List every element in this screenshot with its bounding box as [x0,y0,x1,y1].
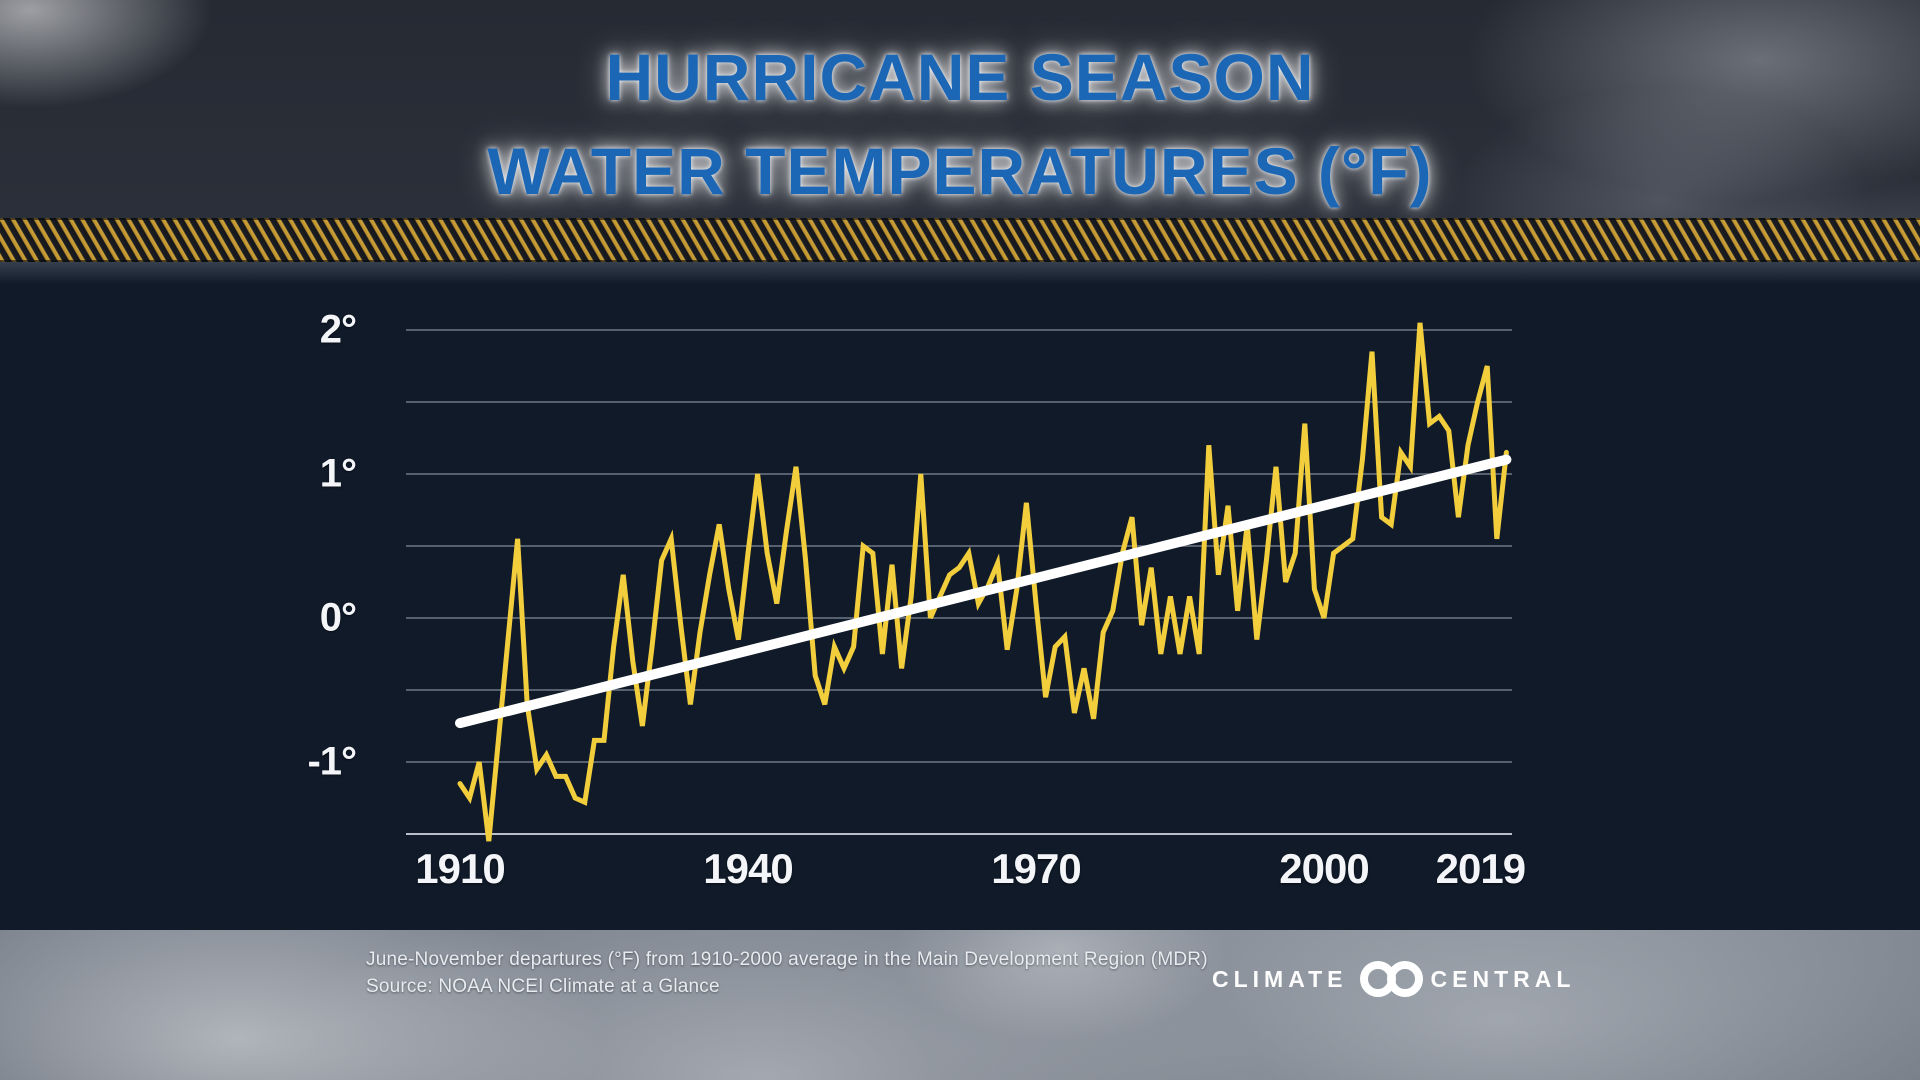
title-line-1: HURRICANE SEASON [605,40,1315,114]
page-title: HURRICANE SEASON WATER TEMPERATURES (°F) [0,30,1920,218]
x-axis-label: 2019 [1435,845,1526,892]
climate-central-logo: CLIMATE CENTRAL [1212,956,1575,1002]
hazard-stripe-divider [0,218,1920,262]
logo-word-climate: CLIMATE [1212,965,1348,992]
logo-word-central: CENTRAL [1430,965,1576,992]
x-axis-label: 1970 [991,845,1081,892]
y-axis-label: -1° [307,739,357,784]
x-axis-label: 1910 [415,845,505,892]
y-axis-label: 2° [319,307,357,352]
trend-line [455,454,1512,729]
footer-note: June-November departures (°F) from 1910-… [366,946,1208,1000]
y-axis-label: 1° [319,451,357,496]
temperature-line [457,322,1509,842]
title-line-2: WATER TEMPERATURES (°F) [487,134,1433,208]
footer-note-line-1: June-November departures (°F) from 1910-… [366,949,1208,970]
double-ring-icon [1359,961,1423,997]
footer-note-line-2: Source: NOAA NCEI Climate at a Glance [366,976,720,997]
x-axis-label: 2000 [1279,845,1369,892]
x-axis-label: 1940 [703,845,793,892]
y-axis-label: 0° [319,595,357,640]
ring-right-icon [1386,961,1423,997]
